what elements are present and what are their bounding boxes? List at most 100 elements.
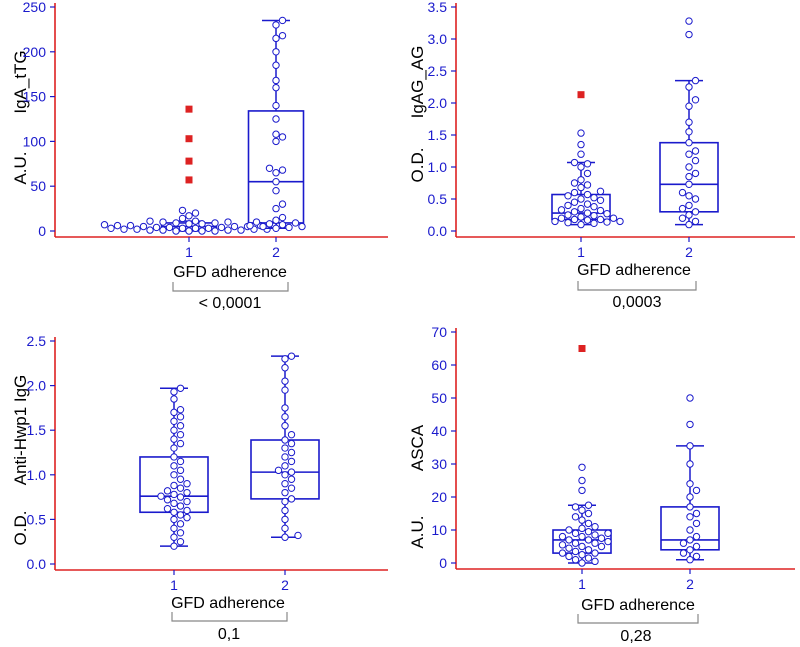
- data-point: [170, 453, 178, 461]
- data-point: [686, 493, 694, 501]
- data-point: [165, 223, 174, 232]
- data-point: [686, 526, 694, 534]
- data-point: [265, 220, 274, 228]
- x-tick-label: 2: [281, 577, 289, 593]
- data-point: [178, 206, 187, 215]
- data-point: [583, 181, 592, 189]
- box-group-2: [250, 352, 320, 541]
- data-point: [281, 364, 289, 372]
- data-point: [590, 194, 598, 202]
- data-point: [591, 531, 599, 539]
- data-point: [577, 176, 585, 184]
- x-tick-label: 1: [577, 244, 585, 260]
- data-point: [217, 223, 226, 232]
- outlier-point: [185, 135, 193, 143]
- data-point: [570, 198, 579, 206]
- data-point: [691, 208, 700, 216]
- data-point: [281, 444, 289, 452]
- data-point: [272, 186, 280, 195]
- data-point: [211, 219, 219, 227]
- y-axis-unit: O.D.: [408, 148, 427, 183]
- data-point: [170, 490, 178, 499]
- data-point: [571, 547, 580, 556]
- data-point: [278, 166, 287, 174]
- data-point: [265, 164, 274, 172]
- data-point: [113, 221, 122, 230]
- data-point: [565, 536, 573, 544]
- data-point: [564, 218, 572, 227]
- data-point: [577, 220, 585, 229]
- data-point: [170, 426, 178, 434]
- data-point: [107, 224, 115, 233]
- data-point: [170, 388, 178, 396]
- data-point: [583, 216, 592, 224]
- y-tick-label: 3.0: [428, 31, 448, 47]
- data-point: [170, 408, 178, 417]
- y-tick-label: 1.0: [428, 159, 448, 175]
- data-point: [604, 529, 612, 537]
- data-point: [272, 61, 280, 69]
- data-point: [685, 128, 693, 136]
- box-group-1: [100, 105, 278, 235]
- data-point: [170, 395, 178, 403]
- data-point: [281, 462, 289, 470]
- y-tick-label: 2.0: [27, 378, 47, 394]
- data-point: [172, 227, 180, 235]
- y-tick-label: 1.5: [27, 422, 47, 438]
- data-point: [178, 214, 187, 223]
- data-point: [571, 529, 580, 537]
- data-point: [183, 488, 191, 497]
- data-point: [678, 188, 687, 197]
- data-point: [564, 211, 572, 219]
- data-point: [176, 405, 185, 414]
- data-point: [224, 218, 232, 226]
- data-point: [685, 172, 693, 181]
- y-tick-label: 0.0: [428, 223, 448, 239]
- data-point: [139, 222, 148, 231]
- data-point: [272, 21, 280, 29]
- data-point: [272, 34, 280, 43]
- data-point: [691, 147, 700, 155]
- data-point: [176, 457, 185, 466]
- data-point: [685, 102, 693, 110]
- data-point: [583, 190, 592, 199]
- x-tick-label: 2: [685, 244, 693, 260]
- data-point: [278, 213, 287, 222]
- pvalue-bracket: [577, 281, 697, 291]
- data-point: [100, 221, 109, 229]
- pvalue-text: < 0,0001: [199, 295, 262, 312]
- data-point: [272, 178, 280, 186]
- data-point: [609, 214, 618, 222]
- data-point: [170, 524, 178, 533]
- x-tick-label: 1: [170, 577, 178, 593]
- data-point: [183, 506, 191, 515]
- data-point: [152, 223, 161, 232]
- data-point: [570, 179, 579, 187]
- data-point: [596, 215, 605, 224]
- data-point: [558, 541, 567, 549]
- data-point: [577, 213, 585, 221]
- y-tick-label: 1.5: [428, 127, 448, 143]
- data-point: [170, 542, 178, 550]
- data-point: [584, 536, 593, 544]
- data-point: [604, 537, 612, 546]
- y-tick-label: 1.0: [27, 467, 47, 483]
- chart-panel-4: 0 10 20 30 40 50 60 70 1 2: [431, 324, 795, 592]
- data-point: [584, 519, 593, 528]
- data-point: [577, 204, 585, 213]
- outlier-point: [185, 105, 193, 113]
- data-point: [278, 31, 287, 40]
- data-point: [287, 448, 296, 457]
- data-point: [691, 217, 700, 226]
- data-point: [603, 218, 611, 226]
- data-point: [259, 222, 267, 231]
- data-point: [172, 219, 180, 227]
- data-point: [686, 503, 694, 511]
- data-point: [170, 471, 178, 479]
- outlier-point: [185, 157, 193, 165]
- data-point: [176, 422, 185, 430]
- data-point: [278, 200, 287, 208]
- pvalue-text: 0,1: [218, 626, 240, 643]
- data-point: [176, 439, 185, 448]
